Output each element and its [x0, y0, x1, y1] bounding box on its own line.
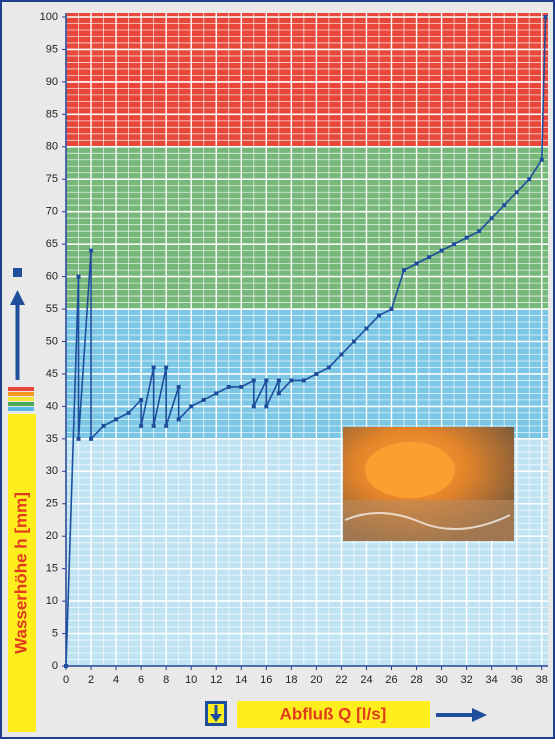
y-tick-label: 85 — [46, 108, 58, 120]
x-tick-label: 20 — [310, 674, 322, 686]
data-point — [102, 424, 106, 428]
data-point — [277, 378, 281, 382]
x-tick-label: 12 — [210, 674, 222, 686]
data-point — [139, 398, 143, 402]
y-tick-label: 40 — [46, 400, 58, 412]
data-point — [540, 158, 544, 162]
data-point — [352, 340, 356, 344]
data-point — [314, 372, 318, 376]
y-tick-label: 30 — [46, 465, 58, 477]
data-point — [289, 378, 293, 382]
data-point — [239, 385, 243, 389]
photo — [343, 427, 514, 541]
data-point — [89, 437, 93, 441]
x-tick-label: 28 — [410, 674, 422, 686]
x-tick-label: 10 — [185, 674, 197, 686]
data-point — [64, 664, 68, 668]
data-point — [89, 249, 93, 253]
x-tick-label: 30 — [435, 674, 447, 686]
plot: 0510152025303540455055606570758085909510… — [40, 11, 548, 686]
data-point — [390, 307, 394, 311]
data-point — [502, 203, 506, 207]
data-point — [465, 236, 469, 240]
data-point — [214, 391, 218, 395]
x-tick-label: 0 — [63, 674, 69, 686]
y-tick-label: 10 — [46, 595, 58, 607]
data-point — [177, 417, 181, 421]
data-point — [302, 378, 306, 382]
x-tick-label: 36 — [511, 674, 523, 686]
data-point — [543, 15, 547, 19]
y-tick-label: 65 — [46, 238, 58, 250]
x-tick-label: 38 — [536, 674, 548, 686]
y-tick-label: 75 — [46, 173, 58, 185]
data-point — [440, 249, 444, 253]
y-tick-label: 45 — [46, 368, 58, 380]
data-point — [452, 242, 456, 246]
data-point — [477, 229, 481, 233]
y-tick-label: 100 — [40, 11, 58, 23]
data-point — [277, 391, 281, 395]
data-point — [152, 365, 156, 369]
y-tick-label: 80 — [46, 141, 58, 153]
y-tick-label: 20 — [46, 530, 58, 542]
data-point — [490, 216, 494, 220]
data-point — [264, 404, 268, 408]
y-tick-label: 50 — [46, 335, 58, 347]
page: 0510152025303540455055606570758085909510… — [0, 0, 555, 739]
data-point — [177, 385, 181, 389]
data-point — [227, 385, 231, 389]
data-point — [139, 424, 143, 428]
data-point — [339, 352, 343, 356]
data-point — [402, 268, 406, 272]
x-tick-label: 2 — [88, 674, 94, 686]
data-point — [202, 398, 206, 402]
y-tick-label: 90 — [46, 76, 58, 88]
y-tick-label: 70 — [46, 206, 58, 218]
x-tick-label: 8 — [163, 674, 169, 686]
data-point — [114, 417, 118, 421]
data-point — [189, 404, 193, 408]
y-tick-label: 95 — [46, 43, 58, 55]
x-tick-label: 32 — [460, 674, 472, 686]
y-tick-label: 60 — [46, 271, 58, 283]
data-point — [364, 327, 368, 331]
data-point — [164, 424, 168, 428]
x-tick-label: 34 — [486, 674, 498, 686]
data-point — [252, 404, 256, 408]
y-tick-label: 55 — [46, 303, 58, 315]
y-tick-label: 5 — [52, 627, 58, 639]
data-point — [527, 177, 531, 181]
data-point — [377, 314, 381, 318]
zone — [66, 13, 548, 147]
x-tick-label: 22 — [335, 674, 347, 686]
x-tick-label: 14 — [235, 674, 247, 686]
y-axis-label: Wasserhöhe h [mm] — [11, 492, 30, 654]
x-tick-label: 6 — [138, 674, 144, 686]
data-point — [127, 411, 131, 415]
data-point — [515, 190, 519, 194]
y-tick-label: 35 — [46, 433, 58, 445]
data-point — [415, 262, 419, 266]
y-tick-label: 15 — [46, 563, 58, 575]
data-point — [77, 437, 81, 441]
zone — [66, 147, 548, 309]
data-point — [152, 424, 156, 428]
x-tick-label: 16 — [260, 674, 272, 686]
data-point — [252, 378, 256, 382]
chart: 0510152025303540455055606570758085909510… — [0, 0, 555, 739]
x-tick-label: 26 — [385, 674, 397, 686]
data-point — [427, 255, 431, 259]
x-tick-label: 18 — [285, 674, 297, 686]
x-tick-label: 24 — [360, 674, 372, 686]
data-point — [164, 365, 168, 369]
data-point — [264, 378, 268, 382]
x-axis-label: Abfluß Q [l/s] — [280, 704, 387, 723]
x-tick-label: 4 — [113, 674, 119, 686]
y-tick-label: 0 — [52, 660, 58, 672]
y-tick-label: 25 — [46, 498, 58, 510]
data-point — [77, 275, 81, 279]
data-point — [327, 365, 331, 369]
